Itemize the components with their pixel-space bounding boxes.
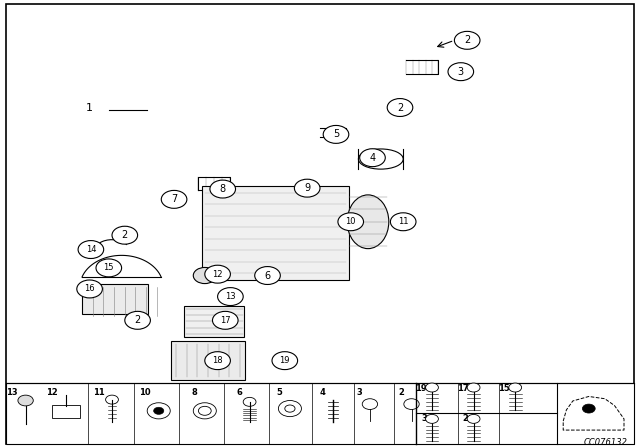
Circle shape bbox=[509, 383, 522, 392]
Text: 17: 17 bbox=[220, 316, 230, 325]
Text: 2: 2 bbox=[398, 388, 404, 396]
Circle shape bbox=[454, 31, 480, 49]
Circle shape bbox=[18, 395, 33, 406]
Text: 9: 9 bbox=[304, 183, 310, 193]
Circle shape bbox=[125, 311, 150, 329]
Circle shape bbox=[338, 213, 364, 231]
Text: 8: 8 bbox=[191, 388, 197, 396]
Circle shape bbox=[272, 352, 298, 370]
FancyBboxPatch shape bbox=[202, 186, 349, 280]
Text: 3: 3 bbox=[458, 67, 464, 77]
Text: 16: 16 bbox=[84, 284, 95, 293]
Circle shape bbox=[112, 226, 138, 244]
Circle shape bbox=[387, 99, 413, 116]
Text: 13: 13 bbox=[225, 292, 236, 301]
Circle shape bbox=[161, 190, 187, 208]
Text: 2: 2 bbox=[463, 414, 468, 423]
Circle shape bbox=[390, 213, 416, 231]
Circle shape bbox=[205, 352, 230, 370]
Text: CC076132: CC076132 bbox=[583, 438, 627, 447]
Text: 6: 6 bbox=[236, 388, 242, 396]
FancyBboxPatch shape bbox=[52, 405, 80, 418]
Circle shape bbox=[448, 63, 474, 81]
Text: 18: 18 bbox=[212, 356, 223, 365]
Circle shape bbox=[193, 267, 216, 284]
Text: 12: 12 bbox=[212, 270, 223, 279]
FancyBboxPatch shape bbox=[184, 306, 244, 337]
Text: 17: 17 bbox=[457, 384, 468, 393]
FancyBboxPatch shape bbox=[82, 284, 148, 314]
Circle shape bbox=[294, 179, 320, 197]
Text: 6: 6 bbox=[264, 271, 271, 280]
FancyBboxPatch shape bbox=[6, 4, 634, 444]
Circle shape bbox=[96, 259, 122, 277]
Text: 15: 15 bbox=[499, 384, 510, 393]
FancyBboxPatch shape bbox=[171, 341, 245, 380]
Text: 3: 3 bbox=[421, 414, 427, 423]
Text: 2: 2 bbox=[464, 35, 470, 45]
Text: 19: 19 bbox=[415, 384, 427, 393]
Circle shape bbox=[212, 311, 238, 329]
Text: 12: 12 bbox=[47, 388, 58, 396]
Text: 10: 10 bbox=[140, 388, 151, 396]
Circle shape bbox=[360, 149, 385, 167]
Ellipse shape bbox=[347, 195, 389, 249]
Circle shape bbox=[323, 125, 349, 143]
Text: 14: 14 bbox=[86, 245, 96, 254]
Text: 13: 13 bbox=[6, 388, 18, 396]
Text: 4: 4 bbox=[319, 388, 325, 396]
Text: 7: 7 bbox=[171, 194, 177, 204]
Circle shape bbox=[154, 407, 164, 414]
Circle shape bbox=[426, 414, 438, 423]
Text: 15: 15 bbox=[104, 263, 114, 272]
Circle shape bbox=[205, 265, 230, 283]
Circle shape bbox=[467, 414, 480, 423]
Text: 11: 11 bbox=[93, 388, 104, 396]
Text: 19: 19 bbox=[280, 356, 290, 365]
Text: 1: 1 bbox=[86, 103, 93, 113]
Text: 3: 3 bbox=[356, 388, 362, 396]
Text: 5: 5 bbox=[276, 388, 282, 396]
Text: 10: 10 bbox=[346, 217, 356, 226]
Circle shape bbox=[210, 180, 236, 198]
Text: 2: 2 bbox=[122, 230, 128, 240]
Circle shape bbox=[426, 383, 438, 392]
Text: 2: 2 bbox=[397, 103, 403, 112]
Text: 4: 4 bbox=[369, 153, 376, 163]
Text: 11: 11 bbox=[398, 217, 408, 226]
Circle shape bbox=[77, 280, 102, 298]
Text: 5: 5 bbox=[333, 129, 339, 139]
Circle shape bbox=[582, 404, 595, 413]
Circle shape bbox=[218, 288, 243, 306]
FancyBboxPatch shape bbox=[6, 383, 634, 444]
Circle shape bbox=[78, 241, 104, 258]
Circle shape bbox=[467, 383, 480, 392]
Text: 8: 8 bbox=[220, 184, 226, 194]
Circle shape bbox=[255, 267, 280, 284]
Text: 2: 2 bbox=[134, 315, 141, 325]
